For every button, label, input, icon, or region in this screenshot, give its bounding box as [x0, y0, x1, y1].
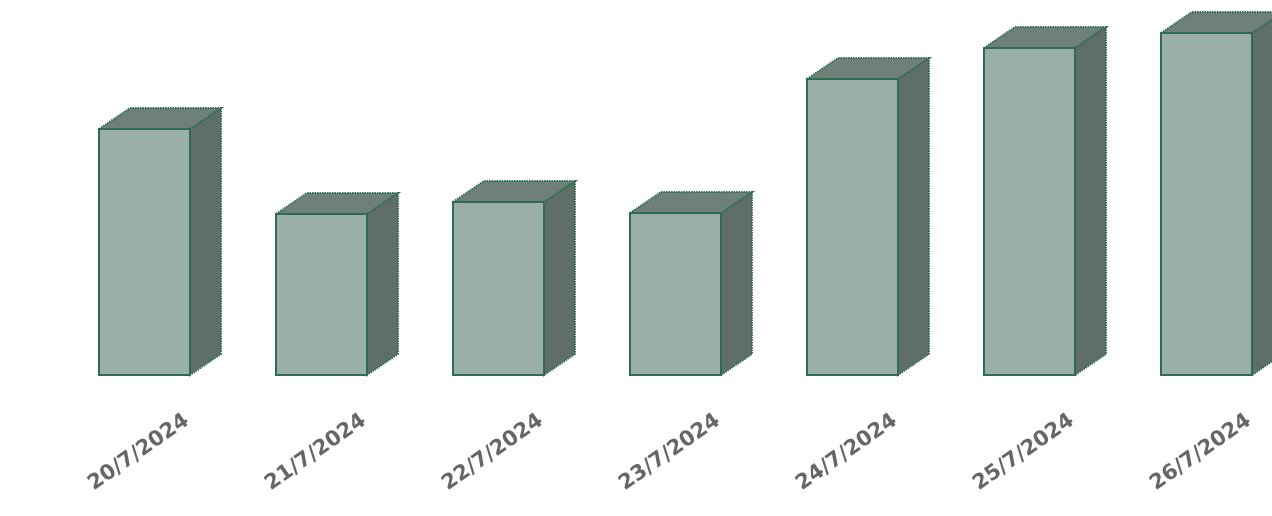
- bar-side: [1074, 25, 1107, 377]
- bar-side: [720, 190, 753, 377]
- bar-front: [98, 128, 191, 376]
- bar-side: [1251, 18, 1272, 377]
- bars-group: [95, 11, 1272, 377]
- x-tick-label: 24/7/2024: [791, 408, 901, 495]
- x-tick-label: 23/7/2024: [614, 408, 724, 495]
- bar-front: [275, 213, 368, 376]
- bar: [272, 191, 402, 377]
- x-tick-label: 21/7/2024: [260, 408, 370, 495]
- x-tick-label: 25/7/2024: [968, 408, 1078, 495]
- x-tick-label: 20/7/2024: [83, 408, 193, 495]
- bar-side: [897, 56, 930, 377]
- bar-front: [983, 47, 1076, 376]
- x-axis-tick-labels: 20/7/2024 21/7/2024 22/7/2024 23/7/2024 24/7…: [83, 408, 1255, 495]
- bar: [980, 25, 1110, 377]
- bar: [803, 56, 933, 377]
- bar-front: [452, 201, 545, 376]
- x-tick-label: 26/7/2024: [1145, 408, 1255, 495]
- bar-front: [1160, 32, 1253, 376]
- bar: [449, 179, 579, 377]
- x-tick-label: 22/7/2024: [437, 408, 547, 495]
- bar: [1157, 11, 1272, 377]
- bar: [626, 190, 756, 377]
- bar-front: [629, 212, 722, 376]
- bar-side: [543, 179, 576, 377]
- bar-side: [189, 106, 222, 377]
- bar-side: [366, 191, 399, 377]
- bar-front: [806, 78, 899, 376]
- bar: [95, 106, 225, 377]
- bar-top: [1157, 11, 1272, 34]
